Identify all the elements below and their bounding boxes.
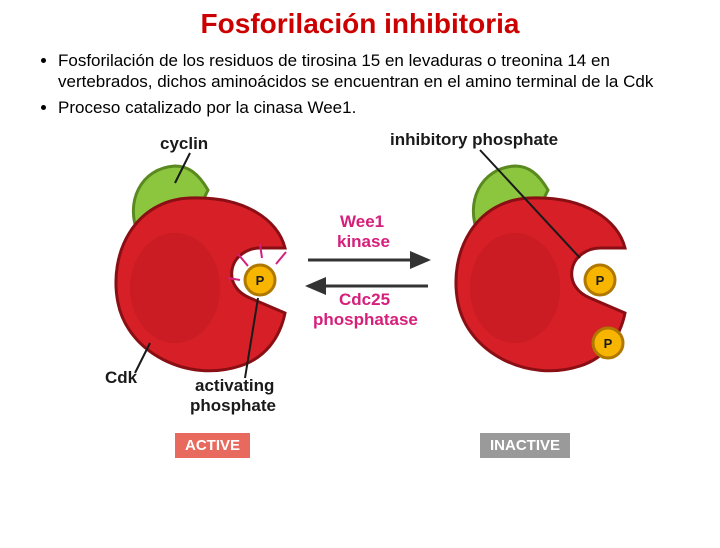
label-cyclin: cyclin <box>160 134 208 154</box>
label-activating: activating <box>195 376 274 396</box>
bullet-text: Fosforilación de los residuos de tirosin… <box>58 51 653 91</box>
p-label: P <box>256 273 265 288</box>
label-wee1: Wee1 <box>340 212 384 232</box>
activating-phosphate-right: P <box>585 265 615 295</box>
label-phosphate2: phosphate <box>190 396 276 416</box>
bullet-text: Proceso catalizado por la cinasa Wee1. <box>58 98 356 117</box>
p-label: P <box>604 336 613 351</box>
p-label: P <box>596 273 605 288</box>
bullet-item: Proceso catalizado por la cinasa Wee1. <box>58 97 690 118</box>
label-phosphatase: phosphatase <box>313 310 418 330</box>
bullet-list: Fosforilación de los residuos de tirosin… <box>30 50 690 118</box>
status-inactive: INACTIVE <box>480 433 570 458</box>
title-text: Fosforilación inhibitoria <box>201 8 520 39</box>
label-cdk: Cdk <box>105 368 137 388</box>
page-title: Fosforilación inhibitoria <box>0 8 720 40</box>
label-kinase: kinase <box>337 232 390 252</box>
bullet-item: Fosforilación de los residuos de tirosin… <box>58 50 690 93</box>
status-active: ACTIVE <box>175 433 250 458</box>
diagram-area: P P P <box>80 128 640 468</box>
reaction-arrows <box>308 260 428 286</box>
label-inhibitory: inhibitory phosphate <box>390 130 558 150</box>
label-cdc25: Cdc25 <box>339 290 390 310</box>
inhibitory-phosphate: P <box>593 328 623 358</box>
